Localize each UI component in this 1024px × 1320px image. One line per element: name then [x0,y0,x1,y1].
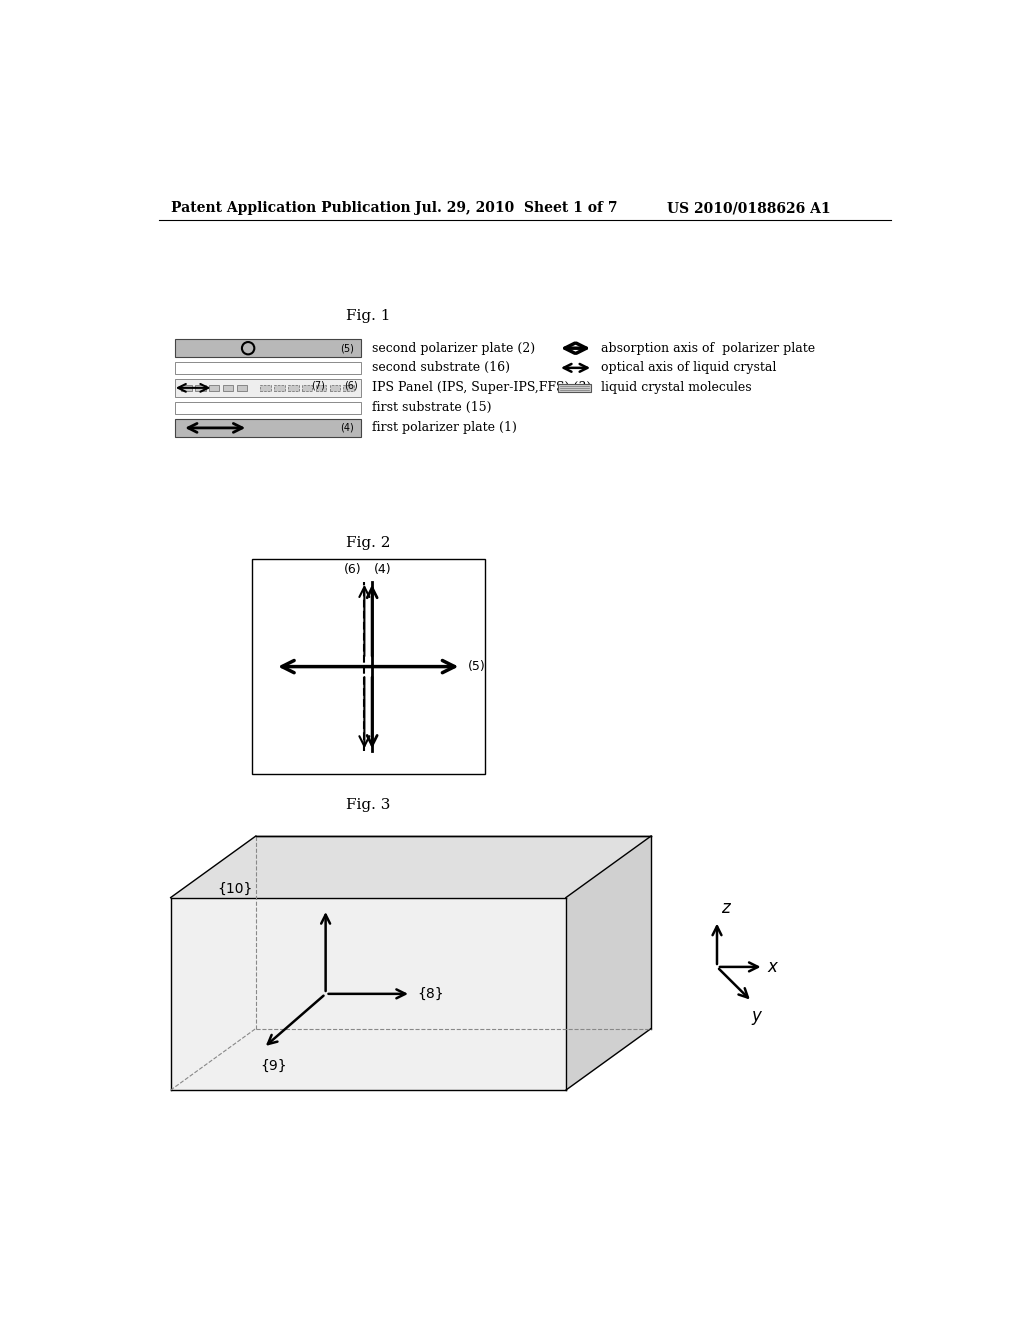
Text: (4): (4) [341,422,354,433]
Text: x: x [767,958,777,975]
Text: first substrate (15): first substrate (15) [372,401,492,414]
Bar [174,339,360,358]
Bar [222,385,233,391]
Bar [237,385,248,391]
Text: US 2010/0188626 A1: US 2010/0188626 A1 [667,202,830,215]
Bar [343,385,354,391]
Text: (6): (6) [344,381,357,391]
Text: IPS Panel (IPS, Super-IPS,FFS) (3): IPS Panel (IPS, Super-IPS,FFS) (3) [372,381,592,395]
Bar [330,385,340,391]
Bar [273,385,285,391]
Text: Fig. 1: Fig. 1 [346,309,390,323]
Text: {8}: {8} [417,987,443,1001]
Text: (4): (4) [374,562,391,576]
Text: Fig. 2: Fig. 2 [346,536,390,550]
Text: second polarizer plate (2): second polarizer plate (2) [372,342,536,355]
Bar [260,385,270,391]
Bar [174,362,360,374]
Polygon shape [566,836,651,1090]
Bar [195,385,206,391]
Bar [302,385,312,391]
Text: z: z [721,899,730,917]
Polygon shape [171,898,566,1090]
Bar [174,379,360,397]
Text: second substrate (16): second substrate (16) [372,362,510,375]
Text: absorption axis of  polarizer plate: absorption axis of polarizer plate [601,342,815,355]
Text: {9}: {9} [260,1059,287,1073]
Text: optical axis of liquid crystal: optical axis of liquid crystal [601,362,776,375]
Bar [288,385,299,391]
Text: (6): (6) [344,562,361,576]
Bar [558,384,591,392]
Text: Fig. 3: Fig. 3 [346,799,390,812]
Bar [209,385,219,391]
Text: (7): (7) [311,381,325,391]
Text: y: y [752,1007,762,1024]
Text: liquid crystal molecules: liquid crystal molecules [601,381,752,395]
Bar [315,385,327,391]
Text: (5): (5) [467,660,485,673]
Bar [174,418,360,437]
Text: Jul. 29, 2010  Sheet 1 of 7: Jul. 29, 2010 Sheet 1 of 7 [415,202,617,215]
Text: first polarizer plate (1): first polarizer plate (1) [372,421,517,434]
Text: (5): (5) [340,343,354,354]
Polygon shape [171,836,651,898]
Bar [180,385,191,391]
Text: {10}: {10} [217,882,253,896]
Text: Patent Application Publication: Patent Application Publication [171,202,411,215]
Bar [174,401,360,414]
Bar [252,558,484,775]
